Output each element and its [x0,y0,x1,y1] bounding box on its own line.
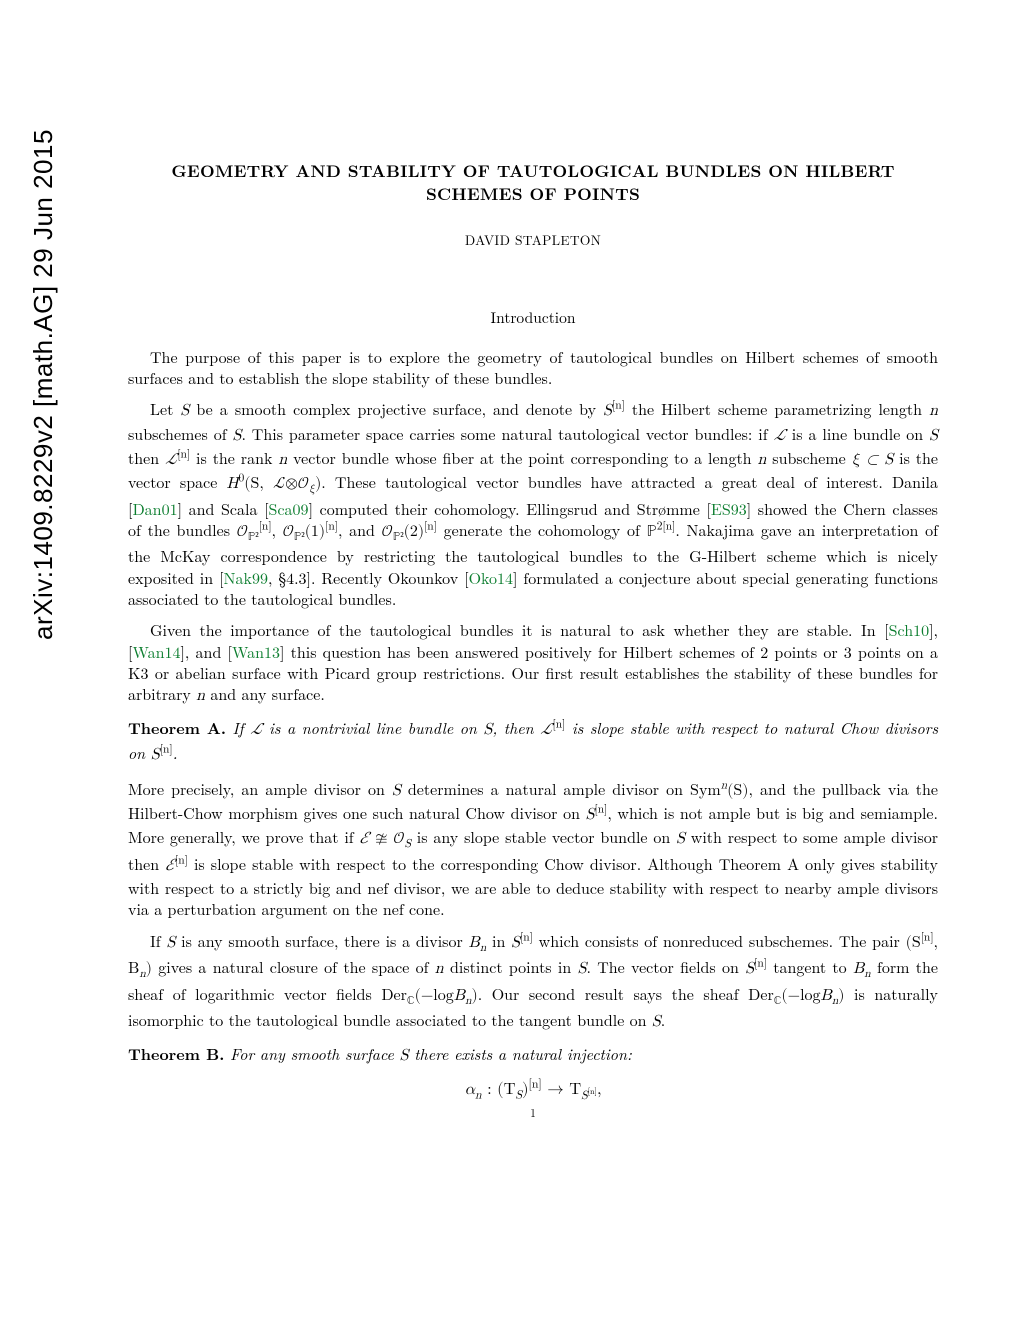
text: . Our second result says the sheaf [478,982,748,1005]
cite-sca09[interactable]: Sca09 [269,497,309,520]
math-S: S [652,1014,661,1030]
math-n: n [435,961,444,977]
author-name: DAVID STAPLETON [128,230,938,249]
arxiv-stamp: arXiv:1409.8229v2 [math.AG] 29 Jun 2015 [28,129,59,640]
text: is any slope stable vector bundle on [411,825,676,848]
math-Symn: Symn(S) [690,783,748,799]
math-S: S [180,403,189,419]
text: be a smooth complex projective surface, … [189,397,603,420]
math-Der: Derℂ(−logBn) [748,988,844,1004]
title-line-1: GEOMETRY AND STABILITY OF TAUTOLOGICAL B… [171,159,894,183]
math-En: ℰ[n] [165,858,188,874]
text: determines a natural ample divisor on [401,777,690,800]
text: subscheme [766,446,851,469]
cite-es93[interactable]: ES93 [711,497,747,520]
text: If [226,716,250,739]
intro-paragraph-2: Let S be a smooth complex projective sur… [128,398,938,609]
theorem-a-label: Theorem A. [128,716,226,739]
text: is any smooth surface, there is a diviso… [175,929,468,952]
text: More precisely, an ample divisor on [128,777,392,800]
intro-paragraph-3: Given the importance of the tautological… [128,619,938,707]
text: , [272,518,283,541]
text: . [661,1008,665,1031]
text: the Hilbert scheme parametrizing length [625,397,929,420]
math-Bn: Bn [469,935,487,951]
text: , and [338,518,382,541]
math-H0: H0(S, ℒ⊗𝒪ξ) [226,476,321,492]
text: tangent to [767,955,853,978]
cite-dan01[interactable]: Dan01 [132,497,177,520]
text: subschemes of [128,422,233,445]
cite-oko14[interactable]: Oko14 [469,566,513,589]
text: generate the cohomology of [437,518,647,541]
math-S: S [676,831,685,847]
text: there exists a natural injection: [409,1042,632,1065]
intro-paragraph-1: The purpose of this paper is to explore … [128,346,938,389]
math-OP21: 𝒪ℙ²(1)[n] [283,524,338,540]
title-line-2: SCHEMES OF POINTS [426,182,640,206]
text: For any smooth surface [224,1042,399,1065]
text: . The vector fields on [586,955,745,978]
cite-wan14[interactable]: Wan14 [132,640,180,663]
math-S: S [392,783,401,799]
math-Der: Derℂ(−logBn) [381,988,477,1004]
text: is slope stable with respect to the corr… [128,852,938,921]
text: ] and Scala [ [178,497,269,520]
theorem-b-label: Theorem B. [128,1042,224,1065]
math-n: n [196,688,205,704]
text: Let [150,397,180,420]
text: If [150,929,166,952]
text: vector bundle whose fiber at the point c… [287,446,757,469]
intro-paragraph-5: If S is any smooth surface, there is a d… [128,930,938,1034]
theorem-b: Theorem B. For any smooth surface S ther… [128,1043,938,1067]
math-L: ℒ [774,428,786,444]
text: is a line bundle on [786,422,929,445]
math-Sn: S[n] [151,747,173,763]
math-n: n [278,452,287,468]
math-Sn: S[n] [603,403,625,419]
cite-wan13[interactable]: Wan13 [232,640,280,663]
math-Bn: Bn [853,961,871,977]
text: and any surface. [205,682,325,705]
math-Sn: S[n] [745,961,767,977]
page-number: 1 [128,1105,938,1121]
text: ], and [ [180,640,231,663]
display-equation: αn : (TS)[n] → TS[n], [128,1078,938,1103]
text: then [128,446,165,469]
paper-title: GEOMETRY AND STABILITY OF TAUTOLOGICAL B… [128,160,938,206]
math-Sn: S[n] [586,807,608,823]
theorem-a: Theorem A. If ℒ is a nontrivial line bun… [128,717,938,766]
math-Ln: ℒ[n] [540,722,565,738]
math-Sn: S[n] [511,935,533,951]
text: is the rank [190,446,278,469]
math-P2n: ℙ2[n] [647,524,676,540]
math-L: ℒ [250,722,262,738]
text: , §4.3]. Recently Okounkov [ [268,566,469,589]
math-S: S [929,428,938,444]
math-S: S [400,1048,409,1064]
math-OP2: 𝒪ℙ²[n] [237,524,272,540]
math-E-notiso: ℰ ≇ 𝒪S [360,831,411,847]
text: , then [492,716,540,739]
text: gives a natural closure of the space of [152,955,435,978]
text: which consists of nonreduced subschemes.… [533,929,906,952]
text: . This parameter space carries some natu… [241,422,773,445]
math-OP22: 𝒪ℙ²(2)[n] [382,524,437,540]
text: Given the importance of the tautological… [150,618,889,641]
cite-nak99[interactable]: Nak99 [224,566,268,589]
text: is a nontrivial line bundle on [262,716,483,739]
cite-sch10[interactable]: Sch10 [889,618,929,641]
text: ] computed their cohomology. Ellingsrud … [309,497,711,520]
text: in [486,929,511,952]
math-xi: ξ ⊂ S [852,452,894,468]
section-heading: Introduction [128,307,938,328]
intro-paragraph-4: More precisely, an ample divisor on S de… [128,778,938,920]
math-S: S [483,722,492,738]
page-content: GEOMETRY AND STABILITY OF TAUTOLOGICAL B… [128,160,938,1121]
math-Ln: ℒ[n] [165,452,190,468]
math-n: n [929,403,938,419]
text: distinct points in [444,955,578,978]
text: . [173,741,178,764]
